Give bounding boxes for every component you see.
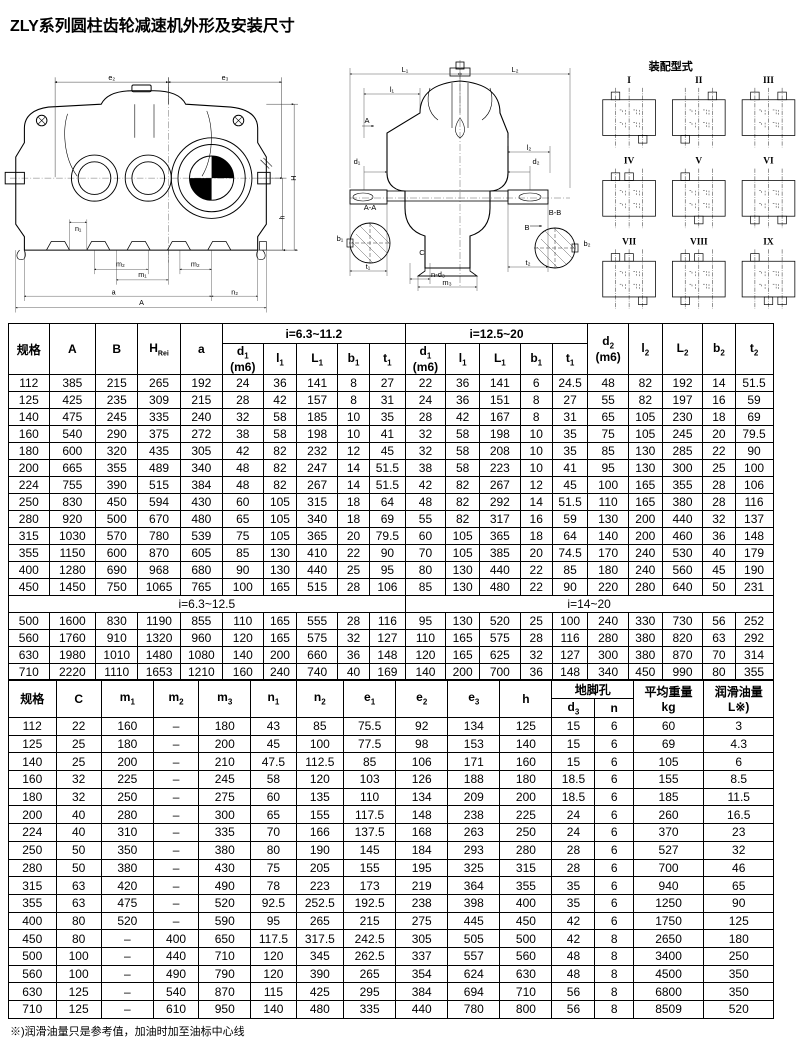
svg-text:t₂: t₂ <box>526 258 531 267</box>
svg-text:B-B: B-B <box>549 208 562 217</box>
svg-text:m₂: m₂ <box>191 259 200 268</box>
svg-text:A: A <box>364 116 369 125</box>
svg-text:I: I <box>627 76 631 86</box>
svg-text:m₃: m₃ <box>442 278 451 287</box>
svg-text:d₁: d₁ <box>354 157 361 166</box>
svg-text:L₁: L₁ <box>402 65 409 74</box>
svg-text:b₁: b₁ <box>337 234 344 243</box>
svg-text:V: V <box>695 157 702 167</box>
svg-text:IX: IX <box>763 237 774 247</box>
svg-text:h: h <box>278 215 287 219</box>
svg-text:m₁: m₁ <box>138 270 147 279</box>
svg-text:A-A: A-A <box>364 203 377 212</box>
svg-text:VIII: VIII <box>690 237 708 247</box>
svg-text:C: C <box>419 248 425 257</box>
svg-text:VI: VI <box>763 157 774 167</box>
svg-text:A: A <box>139 298 144 307</box>
svg-text:装配型式: 装配型式 <box>648 59 693 73</box>
svg-text:L₂: L₂ <box>511 65 518 74</box>
svg-text:II: II <box>695 76 703 86</box>
svg-text:VII: VII <box>622 237 636 247</box>
svg-text:e₂: e₂ <box>108 73 115 82</box>
svg-text:e₃: e₃ <box>222 73 229 82</box>
svg-text:a: a <box>112 287 116 296</box>
svg-text:t₁: t₁ <box>366 262 371 271</box>
svg-text:H: H <box>289 176 298 181</box>
svg-text:n₁: n₁ <box>75 224 82 233</box>
svg-text:l₁: l₁ <box>390 85 395 94</box>
svg-text:m₂: m₂ <box>116 259 125 268</box>
svg-text:IV: IV <box>624 157 635 167</box>
svg-text:b₂: b₂ <box>583 239 590 248</box>
svg-text:d₂: d₂ <box>532 157 539 166</box>
svg-text:B: B <box>524 223 529 232</box>
svg-text:l₂: l₂ <box>527 143 532 152</box>
svg-text:III: III <box>763 76 774 86</box>
svg-text:n₂: n₂ <box>231 287 238 296</box>
